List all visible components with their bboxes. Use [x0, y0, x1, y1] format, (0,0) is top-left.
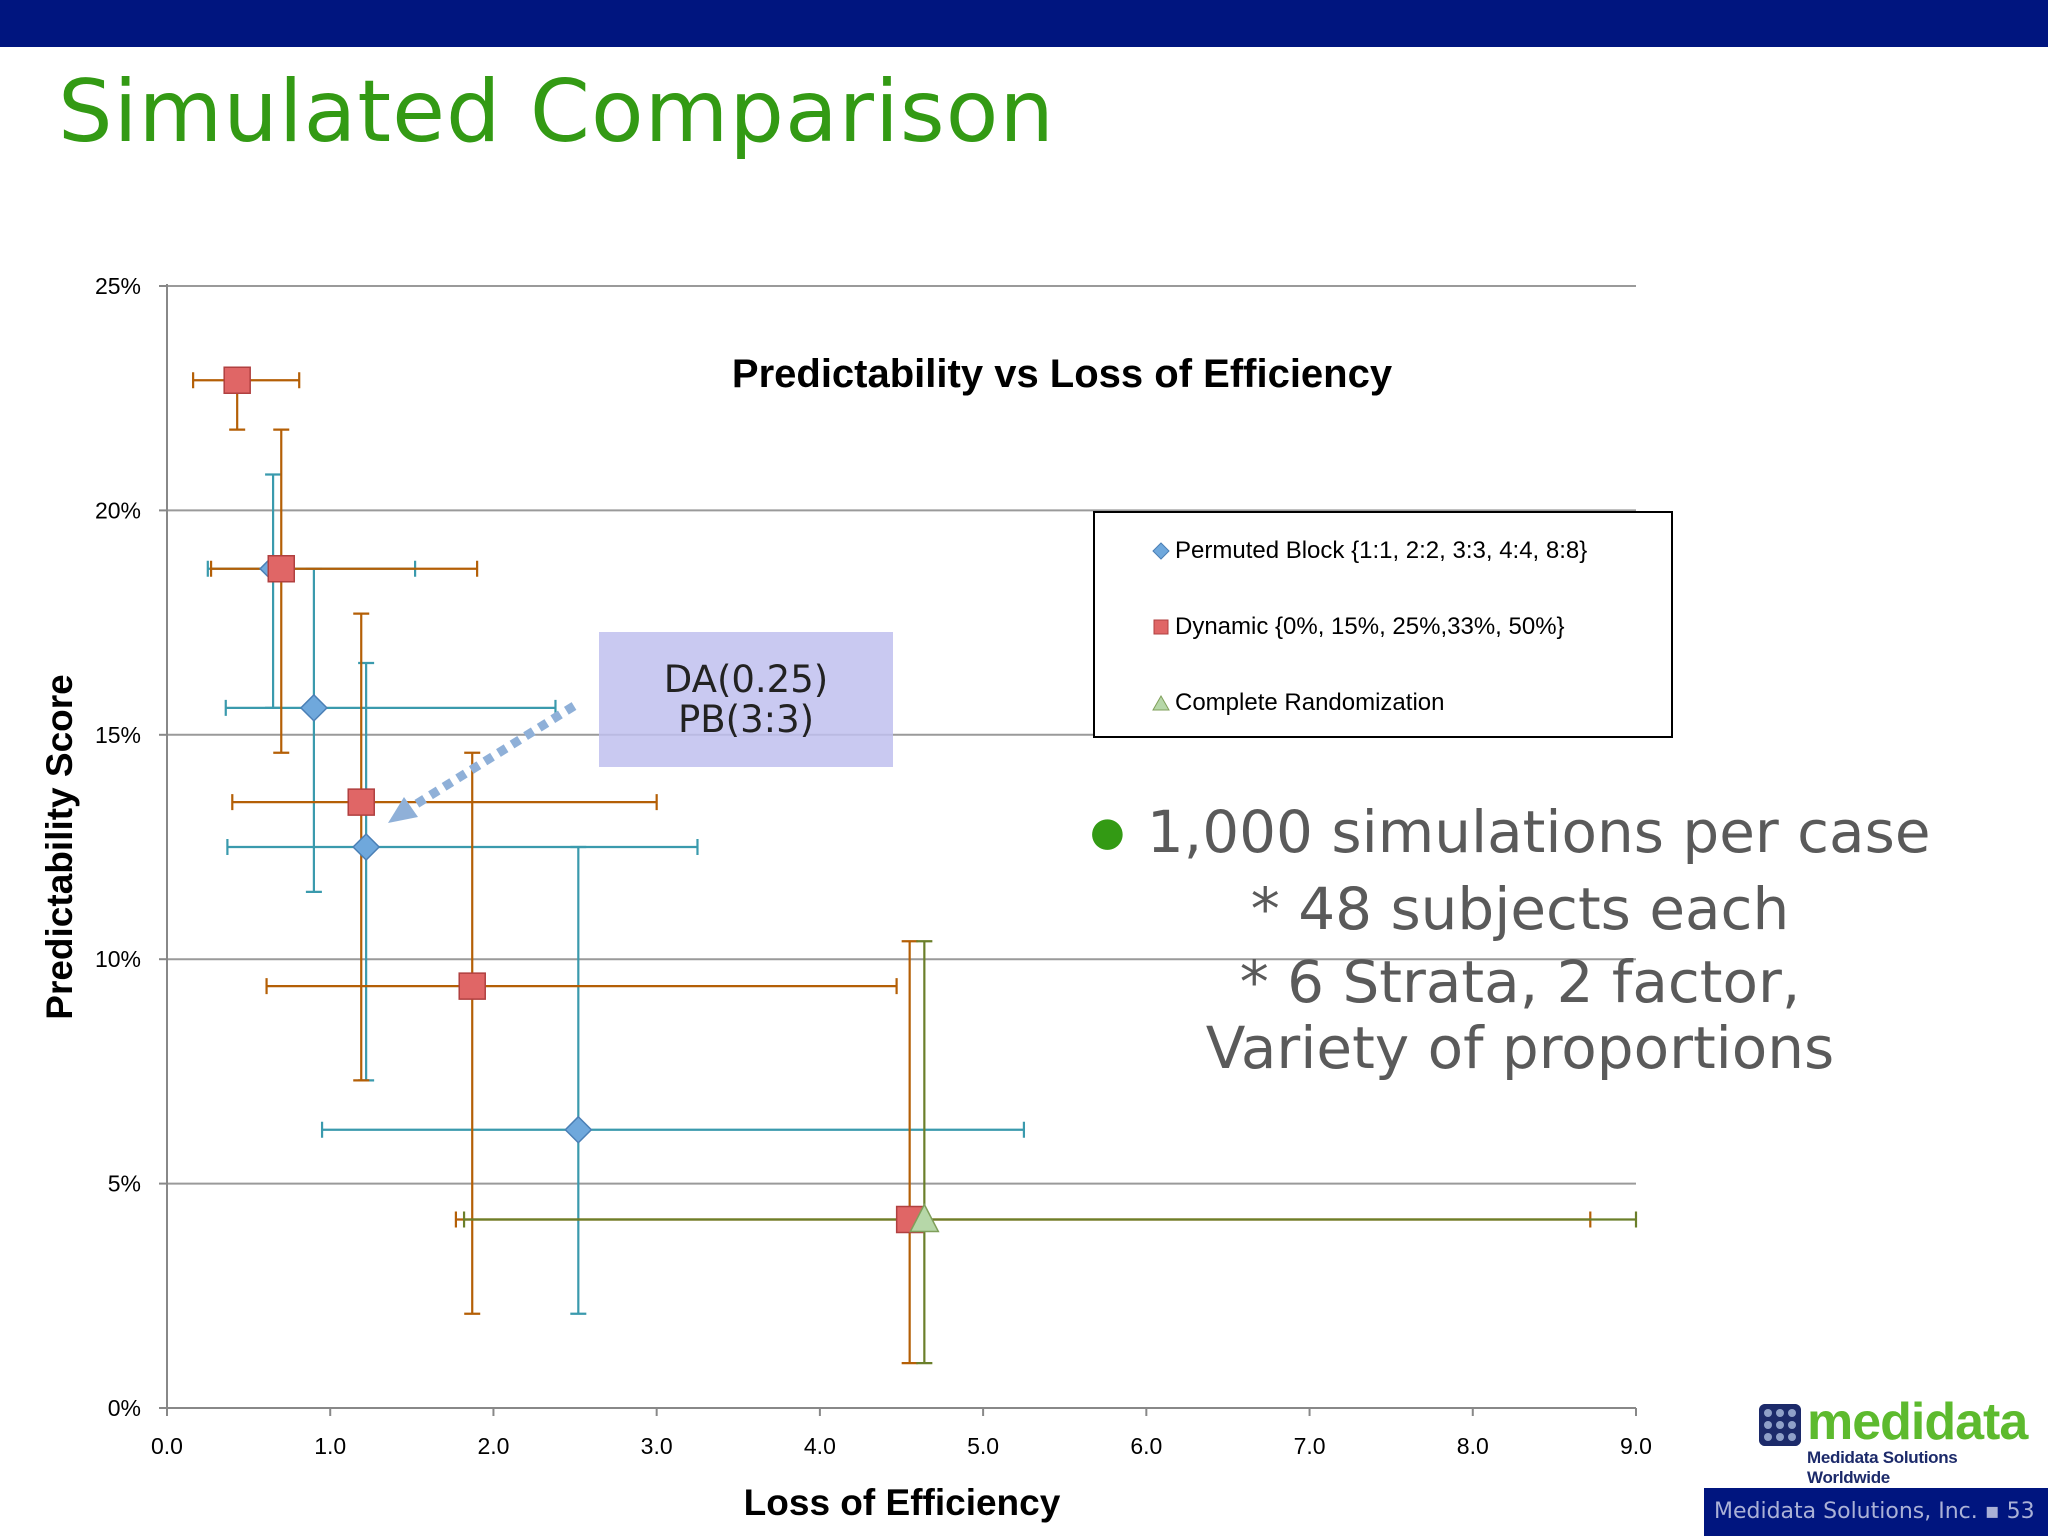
footer-bar: Medidata Solutions, Inc. ▪ 53: [1704, 1488, 2048, 1536]
top-banner: [0, 0, 2048, 47]
permuted-block-point: [564, 1115, 593, 1144]
triangle-marker-icon: [1152, 694, 1170, 711]
legend-label-dynamic: Dynamic {0%, 15%, 25%,33%, 50%}: [1175, 613, 1565, 640]
x-tick-label: 8.0: [1457, 1433, 1489, 1459]
x-tick-label: 3.0: [641, 1433, 673, 1459]
dynamic-point: [347, 788, 375, 816]
complete-randomization-point: [909, 1202, 940, 1233]
y-tick-label: 10%: [95, 946, 141, 972]
bullet-sub-2: * 6 Strata, 2 factor,: [1239, 948, 1801, 1016]
y-tick-label: 15%: [95, 722, 141, 748]
square-marker-icon: [1153, 619, 1169, 635]
logo-wordmark: medidata: [1807, 1393, 2028, 1451]
error-bars: [209, 428, 479, 754]
bullet-main-text: 1,000 simulations per case: [1146, 798, 1931, 866]
x-axis-label: Loss of Efficiency: [744, 1482, 1061, 1523]
bullet-sub-1: * 48 subjects each: [1250, 875, 1790, 943]
callout-line-2: PB(3:3): [677, 697, 815, 741]
callout-line-1: DA(0.25): [663, 657, 829, 701]
x-tick-label: 9.0: [1620, 1433, 1652, 1459]
legend-item-complete-randomization: Complete Randomization: [1151, 689, 1444, 717]
y-axis-label: Predictability Score: [39, 674, 80, 1019]
x-tick-label: 6.0: [1130, 1433, 1162, 1459]
legend-item-dynamic: Dynamic {0%, 15%, 25%,33%, 50%}: [1151, 613, 1565, 641]
x-tick-label: 5.0: [967, 1433, 999, 1459]
chart-legend: Permuted Block {1:1, 2:2, 3:3, 4:4, 8:8}…: [1093, 511, 1673, 738]
bullet-item: ● 1,000 simulations per case: [1090, 795, 1950, 869]
medidata-logo: medidata Medidata Solutions Worldwide: [1757, 1393, 2028, 1487]
x-tick-label: 2.0: [477, 1433, 509, 1459]
y-tick-label: 5%: [108, 1171, 141, 1197]
bullet-dot-icon: ●: [1090, 809, 1125, 855]
x-tick-label: 4.0: [804, 1433, 836, 1459]
bullet-list: ● 1,000 simulations per case * 48 subjec…: [1090, 795, 1950, 1081]
callout-box: DA(0.25) PB(3:3): [599, 632, 893, 767]
x-tick-label: 0.0: [151, 1433, 183, 1459]
callout-arrow-head: [388, 797, 418, 823]
error-bars: [320, 845, 1026, 1315]
logo-tagline: Medidata Solutions Worldwide: [1807, 1448, 1958, 1487]
y-tick-label: 25%: [95, 273, 141, 299]
y-tick-label: 20%: [95, 497, 141, 523]
slide-title: Simulated Comparison: [58, 62, 1055, 162]
footer-copyright: Medidata Solutions, Inc.: [1714, 1499, 1978, 1524]
permuted-block-point: [352, 832, 381, 862]
page-number: 53: [2006, 1499, 2035, 1524]
diamond-marker-icon: [1152, 542, 1170, 560]
error-bars: [462, 940, 1638, 1365]
error-bars: [224, 567, 557, 893]
dynamic-point: [267, 554, 296, 583]
dynamic-point: [458, 972, 486, 1000]
legend-label-complete-randomization: Complete Randomization: [1175, 689, 1445, 716]
dynamic-point: [223, 366, 251, 394]
legend-label-permuted-block: Permuted Block {1:1, 2:2, 3:3, 4:4, 8:8}: [1175, 537, 1588, 564]
callout-arrow-line: [407, 702, 577, 812]
x-tick-label: 7.0: [1294, 1433, 1326, 1459]
legend-item-permuted-block: Permuted Block {1:1, 2:2, 3:3, 4:4, 8:8}: [1151, 537, 1587, 565]
logo-grid-icon: [1759, 1404, 1801, 1446]
permuted-block-point: [299, 693, 328, 722]
y-tick-label: 0%: [108, 1395, 141, 1421]
footer-separator: ▪: [1984, 1499, 2007, 1524]
x-tick-label: 1.0: [314, 1433, 346, 1459]
chart-title: Predictability vs Loss of Efficiency: [732, 352, 1393, 396]
bullet-sub-3: Variety of proportions: [1205, 1014, 1835, 1082]
